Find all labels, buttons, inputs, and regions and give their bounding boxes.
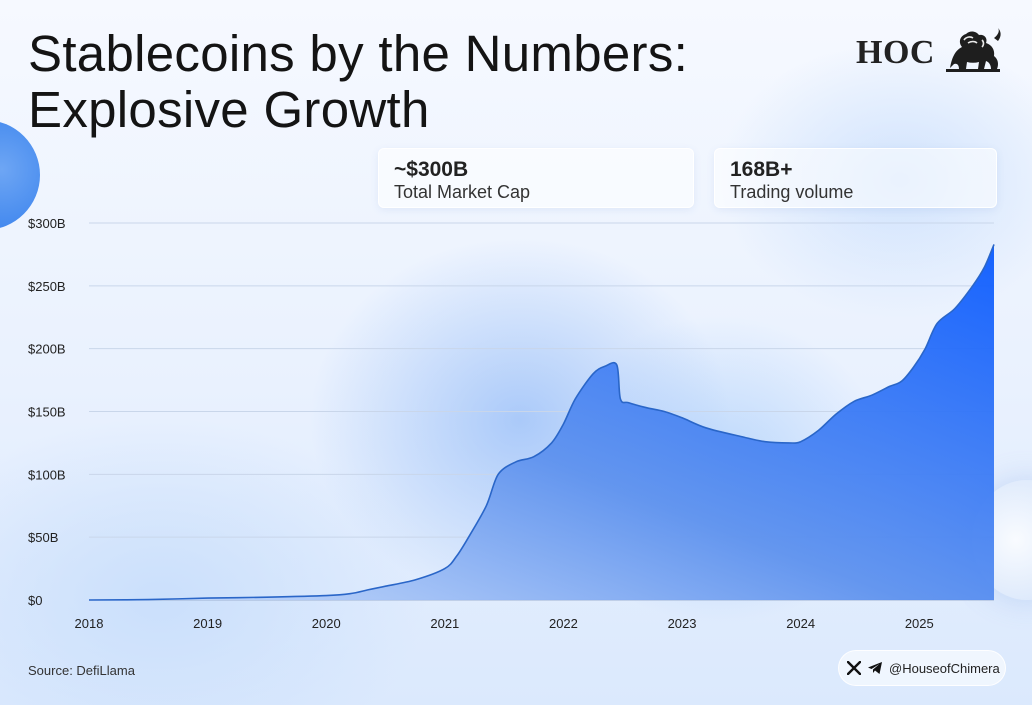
- x-tick-label: 2024: [786, 616, 815, 631]
- x-tick-label: 2019: [193, 616, 222, 631]
- stat-value: ~$300B: [394, 158, 469, 181]
- x-tick-label: 2020: [312, 616, 341, 631]
- title-line-1: Stablecoins by the Numbers:: [28, 25, 689, 82]
- x-tick-label: 2018: [75, 616, 104, 631]
- x-tick-label: 2022: [549, 616, 578, 631]
- y-tick-label: $50B: [28, 530, 58, 545]
- brand-logo-text: HOC: [856, 34, 935, 71]
- source-note: Source: DefiLlama: [28, 663, 135, 678]
- stat-card-market-cap: ~$300B Total Market Cap: [378, 148, 694, 208]
- x-icon[interactable]: [847, 661, 861, 675]
- x-tick-label: 2023: [668, 616, 697, 631]
- y-axis: $0 $50B $100B $150B $200B $250B $300B: [28, 216, 66, 608]
- brand-logo[interactable]: HOC: [856, 28, 1006, 76]
- y-tick-label: $0: [28, 593, 42, 608]
- y-tick-label: $300B: [28, 216, 66, 231]
- stat-label: Total Market Cap: [394, 182, 531, 202]
- market-cap-area: [89, 244, 994, 600]
- stat-card-trading-volume: 168B+ Trading volume: [714, 148, 997, 208]
- area-layer: [88, 244, 995, 601]
- stat-value: 168B+: [730, 158, 793, 181]
- y-tick-label: $250B: [28, 279, 66, 294]
- y-tick-label: $100B: [28, 467, 66, 482]
- y-tick-label: $150B: [28, 405, 66, 420]
- x-tick-label: 2025: [905, 616, 934, 631]
- social-handle-badge[interactable]: @HouseofChimera: [838, 650, 1006, 686]
- telegram-icon[interactable]: [867, 661, 883, 675]
- social-handle-text[interactable]: @HouseofChimera: [889, 660, 1000, 676]
- x-tick-label: 2021: [430, 616, 459, 631]
- y-tick-label: $200B: [28, 342, 66, 357]
- lion-icon: [946, 28, 1001, 72]
- title-line-2: Explosive Growth: [28, 81, 430, 138]
- x-axis: 2018 2019 2020 2021 2022 2023 2024 2025: [75, 616, 934, 631]
- market-cap-line: [88, 244, 995, 601]
- page-title: Stablecoins by the Numbers: Explosive Gr…: [28, 26, 688, 138]
- stat-label: Trading volume: [730, 182, 854, 202]
